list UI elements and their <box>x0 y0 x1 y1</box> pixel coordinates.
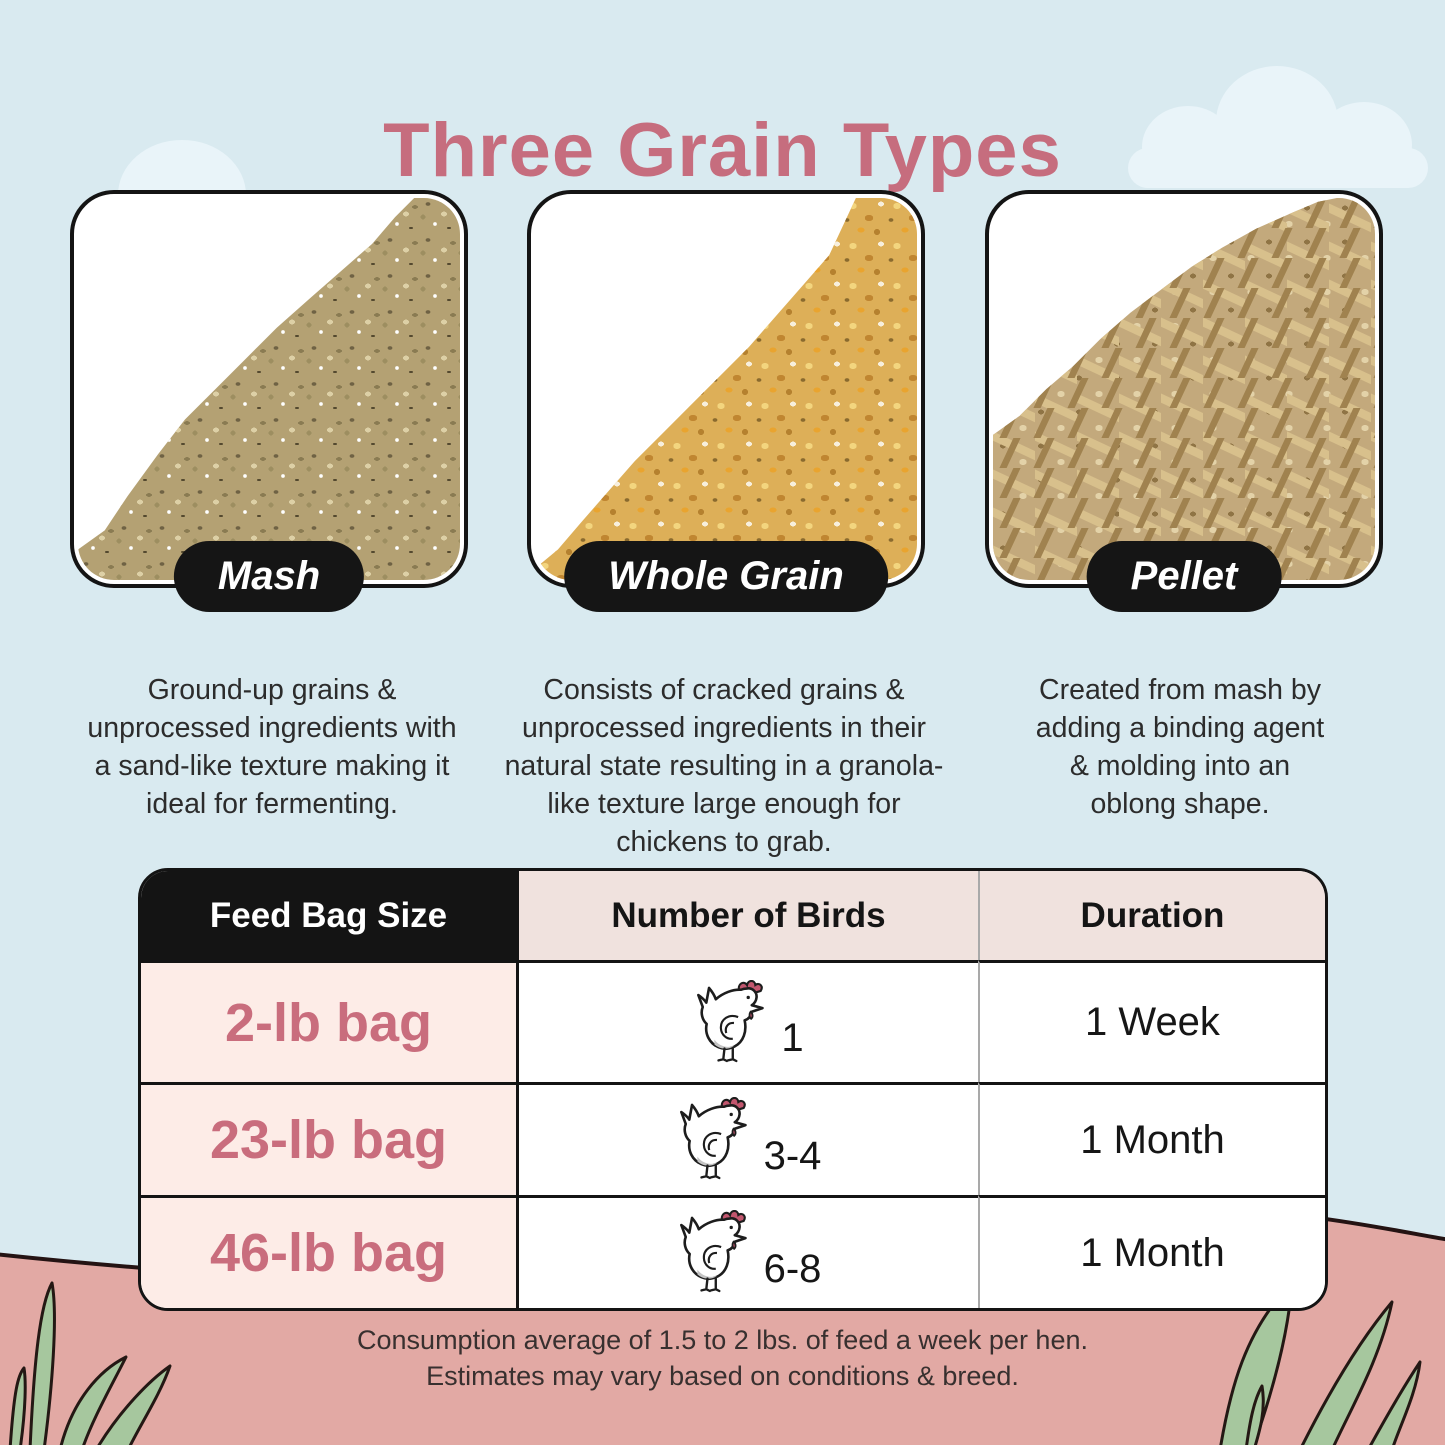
birds-count: 3-4 <box>763 1133 822 1178</box>
bag-size-cell: 23-lb bag <box>141 1082 516 1195</box>
cloud-icon <box>1128 60 1433 188</box>
pellet-pile-texture <box>993 198 1375 580</box>
grass-icon <box>8 1281 1422 1445</box>
birds-cell: 1 <box>516 960 978 1082</box>
header-cell-number-of-birds: Number of Birds <box>516 871 978 960</box>
grain-label: Mash <box>217 554 321 598</box>
footnote-line1: Consumption average of 1.5 to 2 lbs. of … <box>357 1325 1088 1355</box>
mash-photo <box>78 198 460 580</box>
mash-pile-texture <box>78 198 460 580</box>
header-cell-duration: Duration <box>978 871 1325 960</box>
page-title: Three Grain Types <box>383 107 1062 193</box>
birds-cell: 6-8 <box>516 1195 978 1308</box>
whole-grain-pile-texture <box>535 198 917 580</box>
footnote: Consumption average of 1.5 to 2 lbs. of … <box>0 1322 1445 1394</box>
grain-description-mash: Ground-up grains & unprocessed ingredien… <box>87 673 457 820</box>
header-cell-feed-bag-size: Feed Bag Size <box>141 871 516 960</box>
birds-cell: 3-4 <box>516 1082 978 1195</box>
grain-label-pill: Mash <box>173 541 365 612</box>
pellet-photo <box>993 198 1375 580</box>
grain-label: Whole Grain <box>608 554 844 598</box>
grain-label-pill: Pellet <box>1086 541 1282 612</box>
grain-label: Pellet <box>1130 554 1238 598</box>
chicken-icon <box>679 1097 747 1180</box>
feed-table: Feed Bag Size Number of Birds Duration 2… <box>138 868 1328 1311</box>
chicken-icon <box>679 1210 747 1293</box>
grain-card-whole-grain: Whole Grain <box>527 190 925 612</box>
birds-count: 1 <box>781 1016 804 1060</box>
duration-cell: 1 Month <box>978 1195 1325 1308</box>
birds-count: 6-8 <box>763 1246 822 1291</box>
whole-grain-photo <box>535 198 917 580</box>
cloud-base <box>1128 148 1428 188</box>
grain-description-pellet: Created from mash by adding a binding ag… <box>1035 673 1325 820</box>
grain-card-mash: Mash <box>70 190 468 612</box>
duration-cell: 1 Week <box>978 960 1325 1082</box>
footnote-line2: Estimates may vary based on conditions &… <box>426 1361 1019 1391</box>
bag-size-cell: 2-lb bag <box>141 960 516 1082</box>
grain-card-pellet: Pellet <box>985 190 1383 612</box>
chicken-icon <box>697 979 765 1062</box>
grain-description-whole-grain: Consists of cracked grains & unprocessed… <box>504 673 944 858</box>
grain-label-pill: Whole Grain <box>564 541 888 612</box>
duration-cell: 1 Month <box>978 1082 1325 1195</box>
bag-size-cell: 46-lb bag <box>141 1195 516 1308</box>
